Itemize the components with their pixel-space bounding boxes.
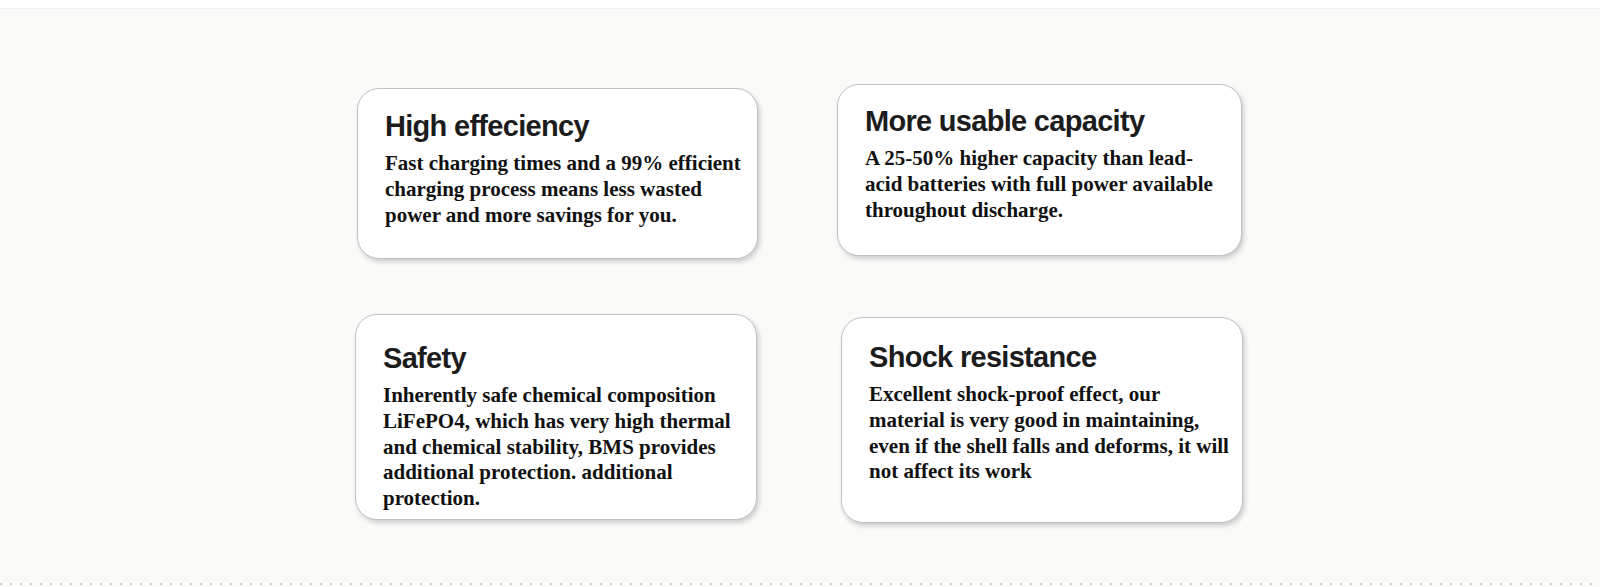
top-window-strip bbox=[0, 0, 1600, 9]
card-body: A 25-50% higher capacity than lead- acid… bbox=[865, 146, 1224, 223]
feature-card-shock-resistance: Shock resistance Excellent shock-proof e… bbox=[841, 317, 1243, 523]
feature-card-safety: Safety Inherently safe chemical composit… bbox=[355, 314, 757, 520]
card-body: Fast charging times and a 99% efficient … bbox=[385, 151, 740, 228]
card-title: More usable capacity bbox=[865, 105, 1224, 138]
feature-card-high-efficiency: High effeciency Fast charging times and … bbox=[357, 88, 758, 259]
bottom-dotted-guideline bbox=[0, 583, 1600, 585]
card-title: High effeciency bbox=[385, 110, 740, 143]
card-title: Shock resistance bbox=[869, 341, 1225, 374]
card-body: Inherently safe chemical composition LiF… bbox=[383, 383, 739, 511]
card-title: Safety bbox=[383, 342, 739, 375]
feature-card-more-usable-capacity: More usable capacity A 25-50% higher cap… bbox=[837, 84, 1242, 256]
card-body: Excellent shock-proof effect, our materi… bbox=[869, 382, 1225, 484]
